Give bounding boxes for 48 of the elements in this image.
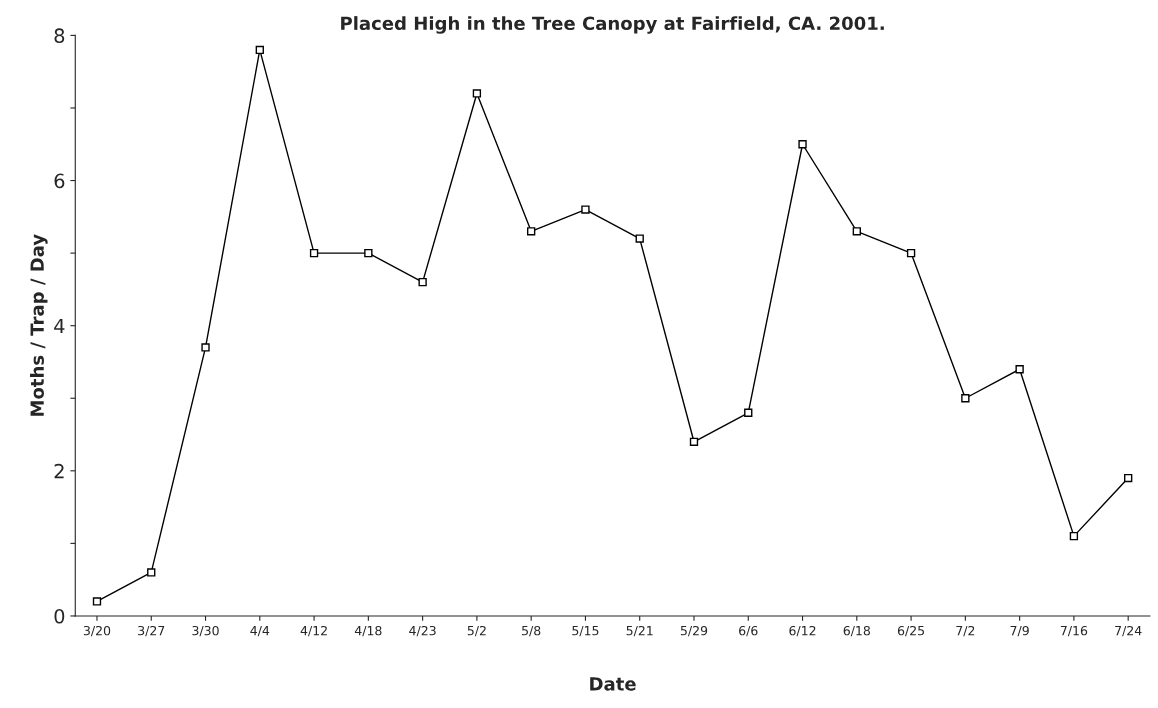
point [147, 568, 156, 577]
x-tick-label: 3/20 [83, 625, 111, 637]
x-tick-label: 4/12 [300, 625, 327, 637]
y-tick-label: 8 [54, 28, 65, 44]
x-tick-label: 5/8 [522, 625, 541, 637]
point [255, 45, 264, 55]
x-axis-title: Date [590, 677, 636, 691]
point [527, 227, 536, 236]
x-tick-label: 6/25 [897, 625, 925, 637]
x-tick-label: 7/24 [1115, 625, 1142, 637]
y-tick-label: 0 [54, 608, 65, 624]
x-tick-label: 4/4 [250, 626, 270, 637]
point [92, 597, 102, 606]
point [852, 227, 861, 236]
x-tick-label: 4/23 [409, 625, 436, 637]
x-tick-label: 6/6 [739, 625, 758, 637]
point [364, 248, 373, 258]
x-tick-label: 5/15 [572, 626, 599, 637]
point [1124, 473, 1133, 483]
x-tick-label: 5/21 [626, 625, 653, 637]
point [309, 248, 319, 258]
x-tick-label: 6/12 [789, 625, 816, 637]
x-tick-label: 7/16 [1060, 625, 1088, 637]
y-tick-label: 6 [54, 173, 65, 189]
point [581, 205, 590, 214]
point [744, 408, 753, 417]
point [418, 277, 427, 287]
point [1069, 531, 1079, 541]
point [635, 234, 644, 243]
point [689, 437, 699, 446]
x-tick-label: 3/27 [138, 625, 165, 637]
x-tick-label: 6/18 [843, 625, 870, 637]
point [906, 248, 916, 258]
point [472, 89, 482, 98]
point [201, 343, 210, 352]
y-tick-label: 4 [54, 318, 65, 334]
point [961, 394, 970, 403]
x-tick-label: 3/30 [192, 625, 219, 637]
y-tick-label: 2 [54, 463, 64, 479]
x-tick-label: 5/2 [467, 625, 486, 637]
x-tick-label: 7/9 [1010, 625, 1029, 637]
chart-title: Placed High in the Tree Canopy at Fairfield, CA. 2001. [341, 16, 884, 34]
y-axis-title: Moths / Trap / Day [30, 234, 48, 416]
point [1015, 365, 1024, 374]
point [798, 140, 807, 149]
x-tick-label: 7/2 [956, 625, 975, 637]
x-tick-label: 4/18 [354, 625, 382, 637]
x-tick-label: 5/29 [680, 625, 708, 637]
